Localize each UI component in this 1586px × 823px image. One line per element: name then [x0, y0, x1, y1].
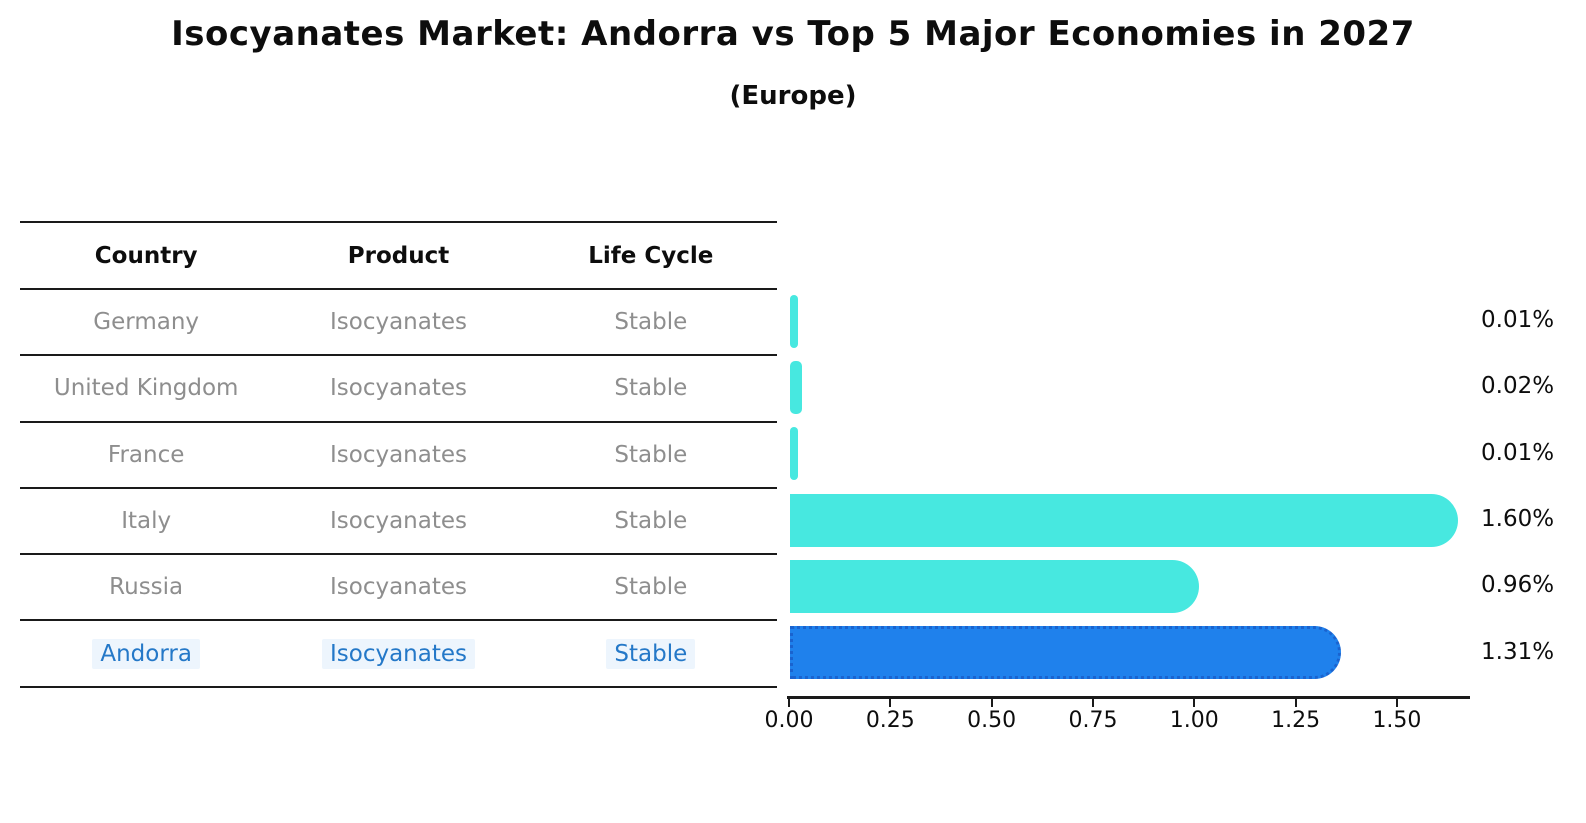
cell-text: Stable — [614, 508, 688, 535]
bar-germany — [790, 294, 799, 348]
cell-life-cycle: Stable — [525, 375, 777, 401]
table-row: United Kingdom Isocyanates Stable — [20, 356, 777, 423]
bar-france — [790, 427, 799, 481]
column-header-country: Country — [94, 242, 198, 269]
x-axis-tick-label: 1.50 — [1372, 708, 1422, 733]
table-row: Italy Isocyanates Stable — [20, 489, 777, 556]
cell-life-cycle: Stable — [525, 508, 777, 534]
cell-text: Isocyanates — [329, 441, 467, 468]
table-row: Andorra Isocyanates Stable — [20, 621, 777, 688]
cell-text: Italy — [121, 508, 172, 535]
cell-product: Isocyanates — [272, 508, 524, 534]
cell-product: Isocyanates — [272, 574, 524, 600]
x-axis-tick — [889, 699, 892, 707]
x-axis-tick — [788, 699, 790, 707]
bar-value-label: 1.31% — [1481, 638, 1555, 665]
cell-life-cycle: Stable — [525, 309, 777, 335]
data-table: Country Product Life Cycle Germany Isocya… — [20, 221, 777, 688]
cell-text: United Kingdom — [53, 375, 239, 402]
chart-subtitle: (Europe) — [729, 81, 857, 111]
cell-product: Isocyanates — [272, 375, 524, 401]
cell-country: France — [20, 442, 272, 468]
column-header-life-cycle: Life Cycle — [588, 242, 714, 269]
x-axis-tick — [1395, 699, 1398, 707]
cell-life-cycle: Stable — [525, 574, 777, 600]
cell-text: France — [107, 441, 185, 468]
table-header-row: Country Product Life Cycle — [20, 223, 777, 290]
column-header-product: Product — [347, 242, 450, 269]
cell-life-cycle: Stable — [525, 442, 777, 468]
x-axis-tick-label: 1.00 — [1169, 708, 1219, 733]
cell-product: Isocyanates — [272, 638, 524, 669]
cell-country: Russia — [20, 574, 272, 600]
cell-text: Stable — [614, 441, 688, 468]
bar-russia — [790, 559, 1200, 613]
bar-value-label: 0.01% — [1481, 307, 1555, 334]
cell-text: Stable — [614, 574, 688, 601]
bar-value-label: 0.01% — [1481, 439, 1555, 466]
cell-country: Andorra — [20, 638, 272, 669]
table-row: Germany Isocyanates Stable — [20, 290, 777, 357]
x-axis-tick — [1193, 699, 1196, 707]
x-axis-tick-label: 0.50 — [967, 708, 1017, 733]
bar-united-kingdom — [790, 360, 803, 414]
cell-product: Isocyanates — [272, 309, 524, 335]
table-row: France Isocyanates Stable — [20, 423, 777, 489]
cell-text: Isocyanates — [329, 574, 467, 601]
cell-life-cycle: Stable — [525, 638, 777, 669]
cell-country: United Kingdom — [20, 375, 272, 401]
cell-text: Russia — [109, 574, 184, 601]
x-axis-tick — [990, 699, 993, 707]
cell-text: Stable — [614, 375, 688, 402]
x-axis-tick-label: 0.25 — [865, 708, 915, 733]
x-axis-tick — [1294, 699, 1297, 707]
cell-text: Isocyanates — [329, 309, 467, 336]
cell-text: Stable — [606, 638, 696, 669]
bar-value-label: 0.02% — [1481, 373, 1555, 400]
chart-title: Isocyanates Market: Andorra vs Top 5 Maj… — [171, 14, 1415, 54]
bar-andorra — [790, 626, 1341, 680]
bar-italy — [790, 493, 1459, 547]
bar-value-label: 1.60% — [1481, 506, 1555, 533]
cell-text: Isocyanates — [329, 375, 467, 402]
x-axis-tick — [1091, 699, 1094, 707]
bar-value-label: 0.96% — [1481, 572, 1555, 599]
x-axis-tick-label: 0.75 — [1068, 708, 1118, 733]
x-axis-line — [787, 696, 1470, 699]
cell-text: Germany — [93, 309, 200, 336]
cell-text: Andorra — [92, 638, 200, 669]
cell-text: Stable — [614, 309, 688, 336]
x-axis-tick-label: 1.25 — [1271, 708, 1321, 733]
cell-text: Isocyanates — [321, 638, 475, 669]
cell-product: Isocyanates — [272, 442, 524, 468]
table-row: Russia Isocyanates Stable — [20, 555, 777, 622]
x-axis-tick-label: 0.00 — [764, 708, 814, 733]
cell-country: Germany — [20, 309, 272, 335]
cell-text: Isocyanates — [329, 508, 467, 535]
cell-country: Italy — [20, 508, 272, 534]
